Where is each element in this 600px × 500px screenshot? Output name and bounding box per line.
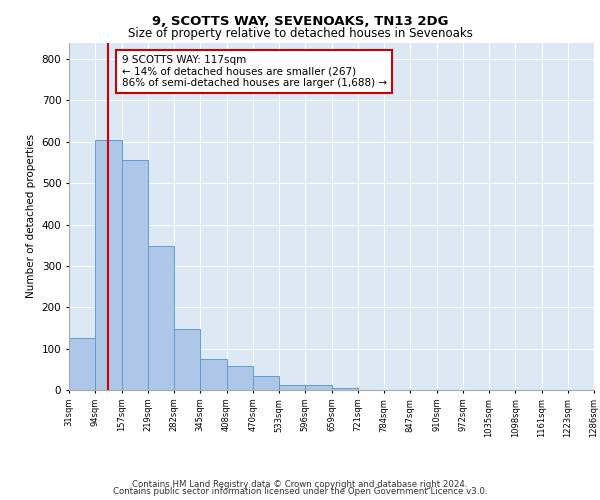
Bar bbox=[174, 329, 200, 390]
Text: Contains HM Land Registry data © Crown copyright and database right 2024.: Contains HM Land Registry data © Crown c… bbox=[132, 480, 468, 489]
Text: 9 SCOTTS WAY: 117sqm
← 14% of detached houses are smaller (267)
86% of semi-deta: 9 SCOTTS WAY: 117sqm ← 14% of detached h… bbox=[121, 55, 386, 88]
Bar bbox=[200, 359, 227, 390]
Y-axis label: Number of detached properties: Number of detached properties bbox=[26, 134, 36, 298]
Bar bbox=[148, 246, 174, 390]
Bar bbox=[279, 384, 305, 390]
Text: 9, SCOTTS WAY, SEVENOAKS, TN13 2DG: 9, SCOTTS WAY, SEVENOAKS, TN13 2DG bbox=[152, 15, 448, 28]
Bar bbox=[69, 338, 95, 390]
Bar bbox=[227, 366, 253, 390]
Bar bbox=[121, 160, 148, 390]
Text: Contains public sector information licensed under the Open Government Licence v3: Contains public sector information licen… bbox=[113, 487, 487, 496]
Bar bbox=[331, 388, 358, 390]
Bar bbox=[305, 385, 331, 390]
Text: Size of property relative to detached houses in Sevenoaks: Size of property relative to detached ho… bbox=[128, 28, 472, 40]
Bar bbox=[95, 140, 121, 390]
Bar bbox=[253, 376, 279, 390]
